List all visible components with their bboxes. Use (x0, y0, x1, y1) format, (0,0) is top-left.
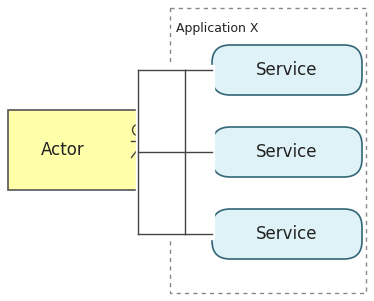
Text: Application X: Application X (176, 22, 258, 35)
Text: Actor: Actor (41, 141, 85, 159)
Text: Service: Service (256, 225, 318, 243)
FancyBboxPatch shape (8, 110, 138, 190)
Text: Service: Service (256, 143, 318, 161)
FancyBboxPatch shape (212, 127, 362, 177)
FancyBboxPatch shape (212, 45, 362, 95)
FancyBboxPatch shape (212, 209, 362, 259)
Text: Service: Service (256, 61, 318, 79)
